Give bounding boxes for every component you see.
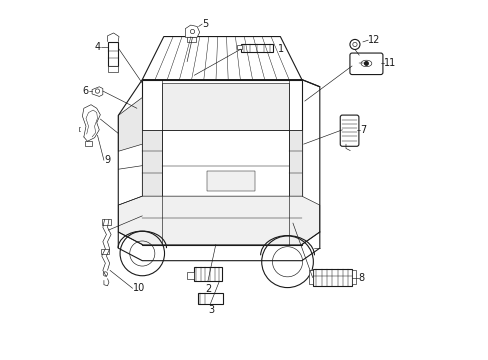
Text: 10: 10 bbox=[132, 283, 144, 293]
Text: 8: 8 bbox=[358, 273, 364, 283]
Bar bbox=[237, 45, 241, 49]
Bar bbox=[193, 267, 222, 281]
Polygon shape bbox=[185, 25, 199, 37]
Circle shape bbox=[364, 62, 367, 65]
Polygon shape bbox=[118, 196, 319, 244]
Bar bbox=[187, 272, 193, 279]
Polygon shape bbox=[162, 83, 289, 130]
Bar bbox=[308, 270, 312, 284]
Text: 4: 4 bbox=[95, 42, 101, 52]
Bar bbox=[107, 41, 118, 66]
Polygon shape bbox=[142, 130, 162, 196]
Bar bbox=[107, 66, 118, 72]
Text: 11: 11 bbox=[384, 58, 396, 68]
Polygon shape bbox=[162, 130, 289, 196]
Bar bbox=[198, 293, 223, 304]
Polygon shape bbox=[92, 87, 102, 96]
Bar bbox=[351, 270, 355, 284]
Bar bbox=[206, 171, 255, 192]
Text: 1: 1 bbox=[277, 44, 283, 54]
Bar bbox=[187, 37, 196, 42]
Polygon shape bbox=[118, 98, 142, 151]
FancyBboxPatch shape bbox=[349, 53, 382, 75]
Bar bbox=[101, 249, 109, 253]
FancyBboxPatch shape bbox=[340, 115, 358, 146]
Text: 9: 9 bbox=[104, 155, 110, 165]
Text: 3: 3 bbox=[208, 305, 214, 315]
Polygon shape bbox=[142, 80, 301, 244]
Text: 6: 6 bbox=[82, 86, 88, 96]
Bar bbox=[84, 141, 92, 146]
Bar bbox=[312, 269, 351, 286]
Polygon shape bbox=[142, 37, 301, 80]
Text: 2: 2 bbox=[204, 284, 211, 294]
Polygon shape bbox=[289, 130, 301, 196]
Text: 12: 12 bbox=[367, 35, 380, 45]
Bar bbox=[102, 220, 110, 225]
Text: 5: 5 bbox=[202, 19, 208, 29]
Ellipse shape bbox=[360, 60, 371, 67]
Polygon shape bbox=[241, 44, 273, 51]
Text: 7: 7 bbox=[359, 125, 366, 135]
